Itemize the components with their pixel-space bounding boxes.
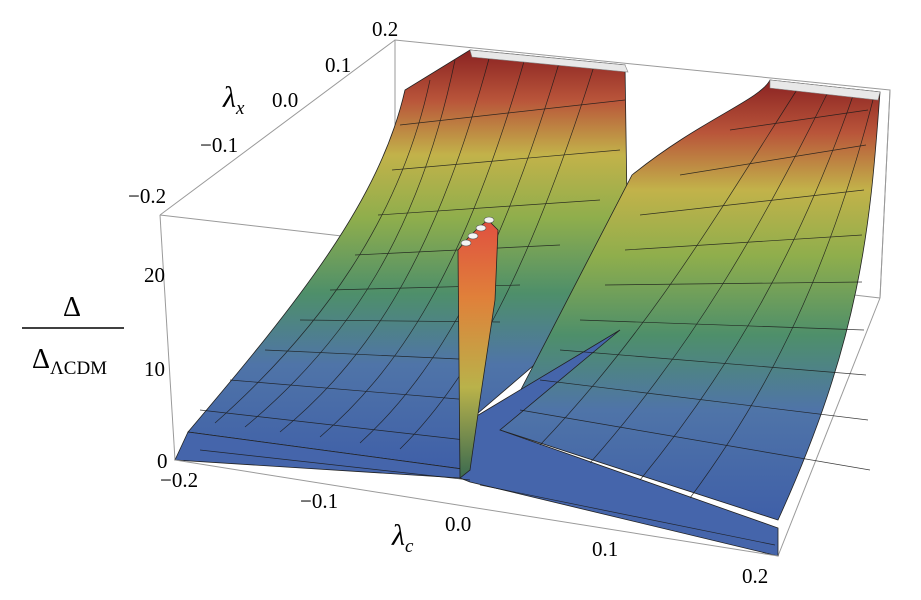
z-tick-10: 10 [144,357,165,381]
spike-caps [460,216,495,247]
y-tick-02: 0.2 [372,17,398,41]
x-tick-00: 0.0 [445,512,471,536]
y-tick-00: 0.0 [272,88,298,112]
x-axis-label: λc [391,519,414,557]
ridge-cap-right [769,79,881,101]
ridge-cap-left [469,49,629,73]
y-tick-m01: −0.1 [200,133,238,157]
x-tick-02: 0.2 [742,564,768,588]
z-label-numerator: Δ [63,292,81,323]
x-axis-ticks: −0.2 −0.1 0.0 0.1 0.2 [160,468,768,588]
x-tick-01: 0.1 [592,537,618,561]
z-tick-20: 20 [144,263,165,287]
x-tick-m02: −0.2 [160,468,198,492]
z-axis-label: Δ ΔΛCDM [22,292,124,379]
y-tick-m02: −0.2 [128,184,166,208]
x-tick-m01: −0.1 [300,489,338,513]
z-axis-ticks: 0 10 20 [144,263,168,473]
z-tick-0: 0 [157,449,168,473]
y-axis-ticks: 0.2 0.1 0.0 −0.1 −0.2 [128,17,398,208]
surface-grid [199,54,876,546]
y-tick-01: 0.1 [325,53,351,77]
y-axis-label: λx [222,81,245,119]
plot-box-front [174,459,779,557]
z-label-denominator: ΔΛCDM [32,344,107,379]
